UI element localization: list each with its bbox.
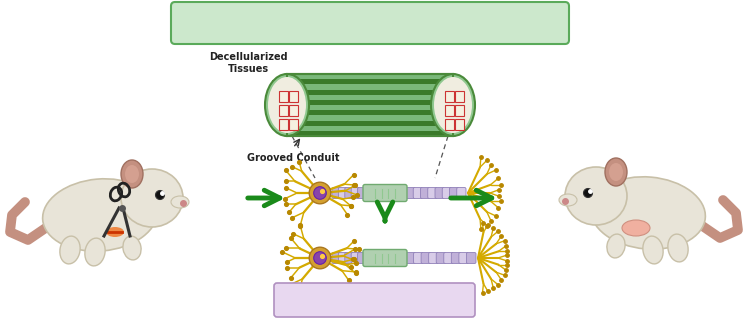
FancyBboxPatch shape xyxy=(457,187,466,199)
FancyBboxPatch shape xyxy=(435,187,444,199)
FancyBboxPatch shape xyxy=(274,283,475,317)
FancyBboxPatch shape xyxy=(345,187,353,199)
Bar xyxy=(289,119,298,130)
Ellipse shape xyxy=(314,187,326,199)
Ellipse shape xyxy=(607,234,625,258)
FancyBboxPatch shape xyxy=(332,187,340,199)
FancyBboxPatch shape xyxy=(452,253,461,264)
Ellipse shape xyxy=(609,163,623,181)
Ellipse shape xyxy=(171,196,189,208)
Ellipse shape xyxy=(125,165,139,183)
FancyBboxPatch shape xyxy=(351,253,359,264)
Ellipse shape xyxy=(268,77,306,133)
Ellipse shape xyxy=(434,77,472,133)
Bar xyxy=(287,120,453,126)
FancyBboxPatch shape xyxy=(332,253,340,264)
FancyBboxPatch shape xyxy=(406,187,416,199)
Ellipse shape xyxy=(643,236,663,264)
FancyBboxPatch shape xyxy=(351,187,359,199)
Bar xyxy=(279,91,288,102)
Ellipse shape xyxy=(605,158,627,186)
FancyBboxPatch shape xyxy=(345,253,353,264)
Bar xyxy=(445,91,454,102)
Ellipse shape xyxy=(591,177,705,249)
FancyBboxPatch shape xyxy=(358,253,366,264)
Ellipse shape xyxy=(314,252,326,264)
FancyBboxPatch shape xyxy=(466,253,476,264)
Bar xyxy=(455,105,464,116)
Bar xyxy=(287,74,453,136)
Ellipse shape xyxy=(121,160,143,188)
Ellipse shape xyxy=(559,194,577,206)
Bar xyxy=(287,84,453,89)
Bar xyxy=(287,105,453,110)
Ellipse shape xyxy=(309,182,331,204)
FancyBboxPatch shape xyxy=(406,253,416,264)
Bar xyxy=(287,126,453,131)
FancyBboxPatch shape xyxy=(421,187,430,199)
Bar xyxy=(287,110,453,115)
FancyBboxPatch shape xyxy=(442,187,452,199)
FancyBboxPatch shape xyxy=(413,187,422,199)
Ellipse shape xyxy=(622,220,650,236)
Bar xyxy=(455,91,464,102)
Ellipse shape xyxy=(155,191,164,200)
FancyBboxPatch shape xyxy=(358,187,366,199)
Ellipse shape xyxy=(121,169,183,227)
Bar xyxy=(289,91,298,102)
Text: Decellularized
Tissues: Decellularized Tissues xyxy=(209,52,287,74)
Text: Grooved Conduit with Decellularized Matrix: Grooved Conduit with Decellularized Matr… xyxy=(180,15,560,33)
Ellipse shape xyxy=(43,179,158,251)
Ellipse shape xyxy=(60,236,80,264)
Bar xyxy=(287,100,453,105)
FancyBboxPatch shape xyxy=(413,253,423,264)
Ellipse shape xyxy=(106,227,124,237)
Bar xyxy=(455,119,464,130)
FancyBboxPatch shape xyxy=(421,253,430,264)
FancyBboxPatch shape xyxy=(459,253,469,264)
FancyBboxPatch shape xyxy=(444,253,453,264)
Bar xyxy=(287,131,453,136)
Bar xyxy=(279,119,288,130)
Ellipse shape xyxy=(265,74,309,136)
Text: Nerve Regeneration: Nerve Regeneration xyxy=(297,293,451,307)
FancyBboxPatch shape xyxy=(338,253,346,264)
Ellipse shape xyxy=(668,234,688,262)
FancyBboxPatch shape xyxy=(427,187,437,199)
FancyBboxPatch shape xyxy=(436,253,445,264)
Ellipse shape xyxy=(309,247,331,269)
Ellipse shape xyxy=(85,238,105,266)
FancyBboxPatch shape xyxy=(363,249,407,266)
Ellipse shape xyxy=(431,74,475,136)
Text: Grooved Conduit: Grooved Conduit xyxy=(247,153,339,163)
Bar xyxy=(279,105,288,116)
FancyBboxPatch shape xyxy=(449,187,459,199)
Bar xyxy=(287,74,453,79)
FancyBboxPatch shape xyxy=(171,2,569,44)
Ellipse shape xyxy=(123,236,141,260)
Bar xyxy=(445,119,454,130)
Bar xyxy=(289,105,298,116)
Ellipse shape xyxy=(584,189,592,197)
FancyBboxPatch shape xyxy=(363,184,407,202)
Bar xyxy=(287,79,453,84)
Ellipse shape xyxy=(565,167,627,225)
Bar xyxy=(287,115,453,120)
Bar xyxy=(287,89,453,95)
Bar xyxy=(445,105,454,116)
FancyBboxPatch shape xyxy=(429,253,438,264)
Bar xyxy=(287,95,453,100)
FancyBboxPatch shape xyxy=(338,187,346,199)
